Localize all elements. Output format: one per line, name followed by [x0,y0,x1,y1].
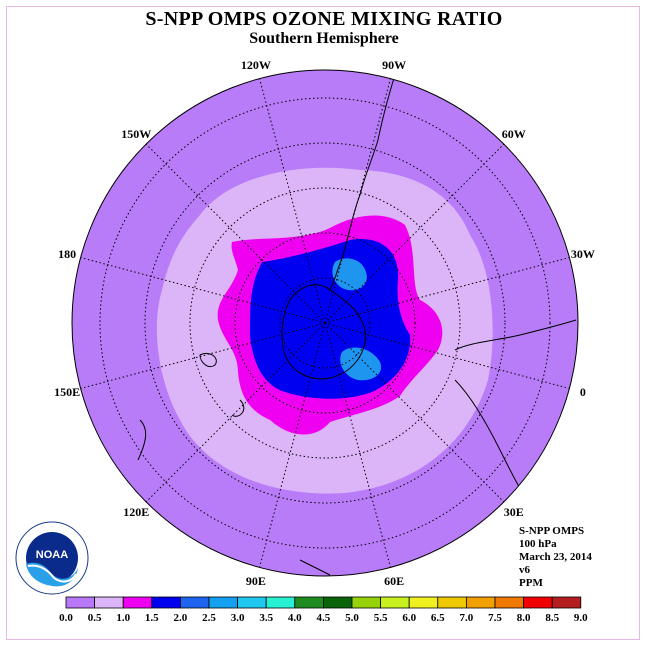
longitude-label: 150W [121,127,151,141]
colorbar-tick-label: 8.0 [517,612,531,624]
colorbar-tick-label: 3.0 [231,612,245,624]
colorbar-tick-label: 3.5 [259,612,273,624]
polar-map: 90W 60W 30W 0 30E 60E 90E 120E 150E 180 150W 120W [54,58,595,588]
info-version: v6 [519,564,530,576]
colorbar-box [523,596,553,609]
colorbar-box [351,596,382,609]
info-instrument: S-NPP OMPS [519,525,585,537]
contour-2.0-2.5-b [340,347,382,381]
coastlines [137,71,577,576]
colorbar-box [151,596,181,609]
longitude-label: 180 [58,247,76,261]
map-subtitle: Southern Hemisphere [249,30,399,47]
longitude-label: 30E [504,505,524,519]
colorbar-tick-label: 8.5 [545,612,559,624]
colorbar-tick-label: 4.5 [317,612,331,624]
colorbar-tick-label: 0.0 [59,612,73,624]
info-units: PPM [519,577,543,589]
colorbar-box [494,596,525,609]
colorbar-box [94,596,124,609]
colorbar-box [551,596,582,609]
longitude-label: 60W [502,127,526,141]
longitude-label: 90W [382,58,406,72]
longitude-label: 120W [241,58,271,72]
longitude-label: 120E [123,505,149,519]
longitude-label: 0 [580,385,586,399]
colorbar-tick-label: 6.5 [431,612,445,624]
colorbar-tick-label: 7.5 [488,612,502,624]
info-level: 100 hPa [519,538,557,550]
longitude-label: 150E [54,385,80,399]
longitude-label: 30W [571,247,595,261]
longitude-label: 60E [384,574,404,588]
colorbar-tick-label: 4.0 [288,612,302,624]
colorbar-tick-label: 9.0 [574,612,588,624]
colorbar-box [208,596,239,609]
colorbar-tick-label: 2.0 [174,612,188,624]
contour-2.0-2.5-a [332,258,367,291]
colorbar-box [294,596,324,609]
colorbar-tick-label: 6.0 [402,612,416,624]
colorbar-box [122,596,153,609]
colorbar-tick-label: 5.5 [374,612,388,624]
colorbar-tick-label: 0.5 [88,612,102,624]
colorbar-tick-label: 1.0 [116,612,130,624]
colorbar-boxes [65,596,582,609]
figure-frame [6,6,640,640]
colorbar-tick-label: 5.0 [345,612,359,624]
map-border [71,69,579,577]
info-block: S-NPP OMPS 100 hPa March 23, 2014 v6 PPM [519,525,592,590]
colorbar-box [237,596,267,609]
graticule [99,97,551,549]
colorbar-box [179,596,210,609]
colorbar-box [65,596,96,609]
colorbar-box [437,596,467,609]
noaa-logo-icon: NOAA [14,520,90,596]
colorbar-tick-label: 1.5 [145,612,159,624]
longitude-labels: 90W 60W 30W 0 30E 60E 90E 120E 150E 180 150W 120W [54,58,595,588]
colorbar-box [465,596,496,609]
colorbar-tick-label: 2.5 [202,612,216,624]
colorbar-box [322,596,353,609]
colorbar-tick-labels: 0.0 0.5 1.0 1.5 2.0 2.5 3.0 3.5 4.0 4.5 5.0 5.5 6.0 6… [59,612,588,624]
colorbar-box [265,596,296,609]
colorbar-tick-label: 7.0 [460,612,474,624]
longitude-label: 90E [246,574,266,588]
colorbar-box [380,596,410,609]
info-date: March 23, 2014 [519,551,592,563]
noaa-logo-text: NOAA [36,549,68,561]
colorbar-box [408,596,439,609]
map-title: S-NPP OMPS OZONE MIXING RATIO [145,8,503,30]
